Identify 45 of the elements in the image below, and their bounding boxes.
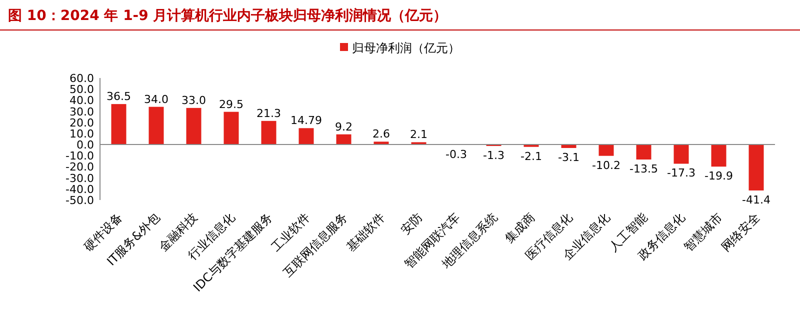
data-label: -1.3 xyxy=(483,148,504,162)
y-tick-label: -20.0 xyxy=(66,160,94,174)
bar xyxy=(111,104,126,145)
bar xyxy=(224,112,239,145)
bar xyxy=(711,144,726,167)
legend-label: 归母净利润（亿元） xyxy=(352,41,460,55)
bar xyxy=(674,144,689,164)
data-label: -2.1 xyxy=(520,150,542,163)
bar xyxy=(298,128,314,145)
data-label: 33.0 xyxy=(182,94,206,107)
bar xyxy=(148,106,164,145)
data-label: -10.2 xyxy=(592,158,620,172)
data-label: 14.79 xyxy=(290,114,322,128)
y-tick-label: 10.0 xyxy=(70,127,94,140)
chart-title: 图 10：2024 年 1-9 月计算机行业内子板块归母净利润情况（亿元） xyxy=(8,7,448,24)
data-label: -17.3 xyxy=(667,166,696,180)
data-label: 21.3 xyxy=(256,106,281,120)
data-label: -0.3 xyxy=(446,148,467,161)
bar xyxy=(186,108,202,145)
data-label: -3.1 xyxy=(558,150,580,164)
y-tick-label: -30.0 xyxy=(66,172,94,185)
bar xyxy=(336,134,352,145)
y-tick-label: -10.0 xyxy=(66,150,94,163)
bar xyxy=(636,144,652,160)
data-label: 9.2 xyxy=(335,120,352,134)
data-label: -19.9 xyxy=(704,170,733,183)
x-tick-label: 安防 xyxy=(398,210,425,238)
y-tick-label: 60.0 xyxy=(70,72,94,85)
bar xyxy=(598,144,614,156)
bar xyxy=(261,120,276,145)
bar xyxy=(748,144,764,190)
data-label: 36.5 xyxy=(106,90,131,104)
y-tick-label: 40.0 xyxy=(70,94,94,108)
data-label: 29.5 xyxy=(219,98,244,111)
y-tick-label: 0.0 xyxy=(76,138,94,152)
data-label: -13.5 xyxy=(630,162,658,176)
data-label: 2.6 xyxy=(372,128,390,141)
y-tick-label: 50.0 xyxy=(70,83,94,96)
data-label: 2.1 xyxy=(410,128,428,142)
y-tick-label: -50.0 xyxy=(66,194,94,207)
data-label: 34.0 xyxy=(144,92,168,106)
y-tick-label: -40.0 xyxy=(66,182,94,196)
y-tick-label: 20.0 xyxy=(70,116,94,130)
data-label: -41.4 xyxy=(742,193,770,206)
y-tick-label: 30.0 xyxy=(70,105,94,118)
